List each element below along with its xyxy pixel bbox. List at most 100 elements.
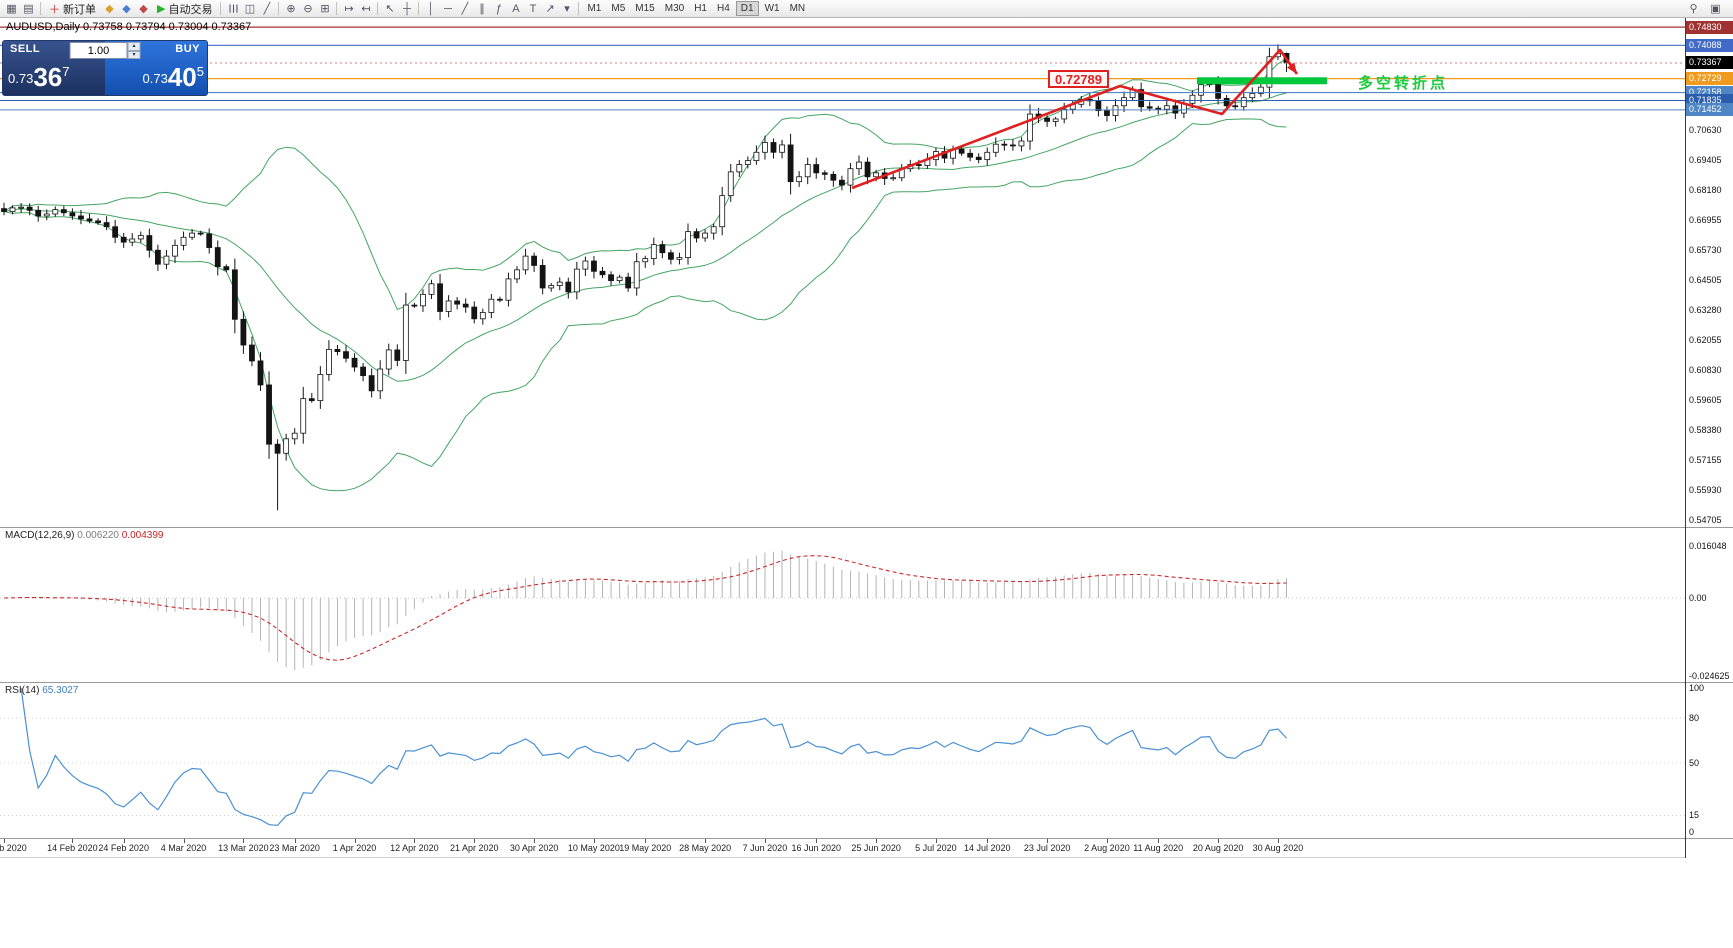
timeframe-m15[interactable]: M15 [635, 3, 655, 14]
bar-chart-icon: ☰ [226, 3, 239, 14]
macd-signal-line [3, 555, 1287, 661]
macd-signal-value: 0.004399 [121, 530, 164, 541]
timeframe-w1[interactable]: W1 [764, 3, 780, 14]
horizontal-line-icon: ─ [444, 2, 452, 15]
toolbar-separator [220, 2, 222, 15]
new-order-button[interactable]: ＋新订单 [44, 1, 101, 16]
price-callout-label[interactable]: 0.72789 [1048, 70, 1109, 88]
macd-panel-canvas[interactable] [0, 527, 1685, 682]
timeframe-h4[interactable]: H4 [716, 3, 730, 14]
macd-indicator-label: MACD(12,26,9) 0.006220 0.004399 [5, 530, 164, 541]
zoom-in-tool[interactable]: ⊕ [282, 1, 299, 16]
label-tool[interactable]: T [524, 1, 541, 16]
date-axis[interactable] [0, 838, 1733, 858]
timeframe-d1[interactable]: D1 [735, 1, 759, 16]
new-chart-icon: ▦ [6, 3, 17, 15]
new-order-button-label: 新订单 [63, 3, 96, 16]
autotrading-button[interactable]: ▶ 自动交易 [152, 1, 217, 16]
fibonacci-tool[interactable]: ƒ [490, 1, 507, 16]
autotrading-button: ▶ [157, 3, 166, 15]
auto-scroll-tool[interactable]: ↦ [340, 1, 357, 16]
timeframe-m30[interactable]: M30 [664, 3, 685, 14]
annotations-layer [851, 48, 1327, 190]
chart-shift-icon: ↤ [361, 3, 371, 15]
timeframe-m5[interactable]: M5 [611, 3, 626, 14]
crosshair-icon: ┼ [403, 2, 411, 15]
panel-separator[interactable] [0, 682, 1733, 683]
search-icon[interactable]: ⚲ [1689, 3, 1698, 15]
cursor-tool[interactable]: ↖ [381, 1, 398, 16]
trend-arrowhead [1287, 62, 1297, 74]
tile-windows-icon: ⊞ [320, 3, 330, 15]
shapes-dropdown-icon: ▾ [564, 3, 570, 15]
macd-main-value: 0.006220 [77, 530, 119, 541]
toolbar-separator [418, 2, 420, 15]
vertical-line-tool[interactable]: │ [422, 1, 439, 16]
lot-size-field: ▴ ▾ [69, 42, 141, 59]
line-chart-tool[interactable]: ╱ [258, 1, 275, 16]
trendline-tool[interactable]: ╱ [456, 1, 473, 16]
arrows-icon: ↗ [545, 3, 555, 15]
shapes-dropdown-tool[interactable]: ▾ [558, 1, 575, 16]
bar-chart-tool[interactable]: ☰ [224, 1, 241, 16]
buy-label: BUY [175, 43, 200, 55]
navigator-tool[interactable]: ◆ [135, 1, 152, 16]
toolbar-items: ▦ ▤ ＋新订单 ◆ ◆ ◆ ▶ 自动交易 ☰ ◫ ╱ ⊕ ⊖ ⊞ ↦ ↤ ↖ ┼ │ ─ ╱ ∥ ƒ A T ↗ ▾ M1 M5 M15… [3, 1, 810, 16]
toolbar-separator [40, 2, 41, 15]
support-zone-bar [1197, 77, 1327, 85]
lot-decrease-button[interactable]: ▾ [127, 50, 141, 59]
navigator-icon: ◆ [139, 3, 148, 15]
rsi-panel-canvas[interactable] [0, 682, 1685, 838]
horizontal-line-tool[interactable]: ─ [439, 1, 456, 16]
zoom-out-tool[interactable]: ⊖ [299, 1, 316, 16]
sell-price: 0.73367 [8, 62, 70, 92]
timeframe-h1[interactable]: H1 [694, 3, 707, 14]
label-icon: T [529, 2, 537, 15]
arrows-tool[interactable]: ↗ [541, 1, 558, 16]
toolbar-separator [336, 2, 338, 15]
lot-spinner: ▴ ▾ [127, 42, 141, 59]
market-watch-tool[interactable]: ◆ [101, 1, 118, 16]
timeframe-mn[interactable]: MN [789, 3, 806, 14]
data-window-tool[interactable]: ◆ [118, 1, 135, 16]
bollinger-bands [3, 58, 1287, 492]
turning-point-label[interactable]: 多空转折点 [1358, 75, 1449, 92]
one-click-trading-panel: SELL 0.73367 BUY 0.73405 ▴ ▾ [2, 40, 208, 96]
price-axis[interactable] [1686, 18, 1733, 858]
auto-scroll-icon: ↦ [344, 3, 354, 15]
rsi-indicator-label: RSI(14) 65.3027 [5, 685, 79, 696]
rsi-value: 65.3027 [42, 685, 79, 696]
trendline-icon: ╱ [461, 3, 469, 15]
candlestick-chart-tool[interactable]: ◫ [241, 1, 258, 16]
sell-button[interactable]: SELL 0.73367 [3, 41, 105, 95]
macd-histogram [12, 550, 1287, 670]
trend-polyline [851, 48, 1299, 190]
panel-separator[interactable] [0, 838, 1733, 839]
panel-separator[interactable] [0, 527, 1733, 528]
lot-increase-button[interactable]: ▴ [127, 42, 141, 51]
profiles-tool[interactable]: ▤ [20, 1, 37, 16]
lot-size-input[interactable] [69, 42, 128, 59]
new-order-button: ＋ [49, 3, 60, 16]
channel-tool[interactable]: ∥ [473, 1, 490, 16]
zoom-out-icon: ⊖ [303, 3, 313, 15]
crosshair-tool[interactable]: ┼ [398, 1, 415, 16]
timeframe-m1[interactable]: M1 [587, 3, 602, 14]
window-icon[interactable]: ▣ [1710, 3, 1721, 15]
vertical-line-icon: │ [427, 2, 435, 15]
new-chart-tool[interactable]: ▦ [3, 1, 20, 16]
data-window-icon: ◆ [122, 3, 131, 15]
symbol-period-label: AUDUSD,Daily [6, 21, 80, 33]
toolbar-separator [578, 2, 580, 15]
text-tool[interactable]: A [507, 1, 524, 16]
fibonacci-icon: ƒ [495, 2, 503, 15]
tile-windows-tool[interactable]: ⊞ [316, 1, 333, 16]
market-watch-icon: ◆ [105, 3, 114, 15]
toolbar: ▦ ▤ ＋新订单 ◆ ◆ ◆ ▶ 自动交易 ☰ ◫ ╱ ⊕ ⊖ ⊞ ↦ ↤ ↖ ┼ │ ─ ╱ ∥ ƒ A T ↗ ▾ M1 M5 M15… [0, 0, 1733, 18]
chart-shift-tool[interactable]: ↤ [357, 1, 374, 16]
cursor-icon: ↖ [385, 3, 395, 15]
horizontal-lines [0, 26, 1685, 111]
buy-price: 0.73405 [142, 62, 204, 92]
price-axis-border [1685, 18, 1686, 858]
main-chart-canvas[interactable] [0, 18, 1685, 527]
